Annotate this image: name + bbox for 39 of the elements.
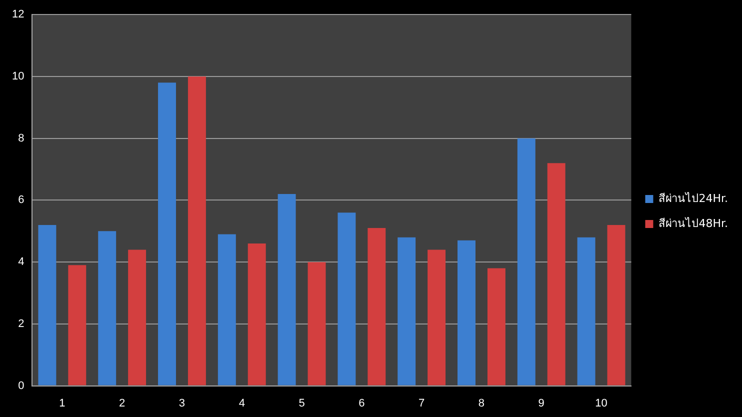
x-tick-label: 1 [59,397,66,410]
bar [458,240,476,386]
bar [398,237,416,386]
bar [487,268,506,386]
x-tick-label: 2 [119,397,126,410]
bar [308,262,326,386]
y-tick-label: 12 [12,8,24,21]
x-tick-label: 4 [238,397,245,410]
bar [38,224,56,386]
bar [368,228,386,386]
bar [577,237,596,386]
x-tick-label: 7 [418,397,425,410]
x-tick-label: 5 [298,397,305,410]
x-tick-label: 10 [595,397,608,410]
bar [68,265,86,386]
bar [428,250,446,386]
bar [607,224,626,386]
y-tick-label: 4 [18,256,24,268]
x-tick-label: 3 [178,397,186,410]
y-tick-label: 8 [18,132,24,144]
bar [158,82,176,386]
x-tick-label: 6 [358,397,365,410]
bar [128,250,146,386]
bar [547,163,566,386]
bar [98,231,116,386]
x-tick-label: 9 [538,397,544,410]
legend-label: สีผ่านไป24Hr. [658,192,728,205]
bar [517,138,536,386]
x-tick-label: 8 [478,397,485,410]
bar [218,234,236,386]
legend-label: สีผ่านไป48Hr. [658,216,728,230]
y-tick-label: 0 [18,380,24,392]
y-tick-label: 10 [12,70,24,82]
bar [338,212,356,386]
bar [278,194,296,386]
y-tick-label: 6 [18,194,24,206]
y-tick-label: 2 [18,318,24,330]
bar [248,244,266,386]
bar [188,76,206,386]
